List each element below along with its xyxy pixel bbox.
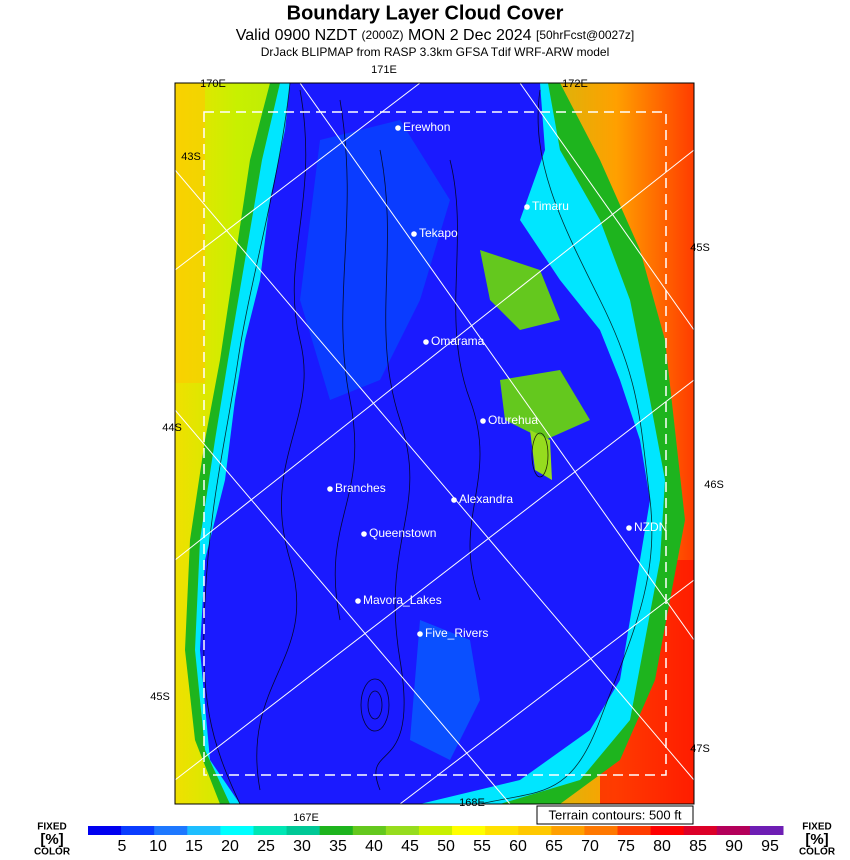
place-dot xyxy=(411,231,417,237)
place-label: Timaru xyxy=(532,199,569,213)
graticule-label: 46S xyxy=(704,479,724,491)
graticule-label: 45S xyxy=(150,691,170,703)
place-label: Queenstown xyxy=(369,526,436,540)
forecast: [50hrFcst@0027z] xyxy=(536,28,634,42)
title: Boundary Layer Cloud Cover xyxy=(287,2,564,24)
colorbar-swatch xyxy=(650,826,685,835)
place-label: Five_Rivers xyxy=(425,626,488,640)
colorbar-tick-label: 65 xyxy=(545,838,563,855)
colorbar-tick-label: 90 xyxy=(725,838,743,855)
colorbar-swatch xyxy=(154,826,188,835)
colorbar-swatch xyxy=(88,826,122,835)
graticule-label: 45S xyxy=(690,242,710,254)
subtitle: Valid 0900 NZDT (2000Z) MON 2 Dec 2024 [… xyxy=(236,27,634,44)
graticule-label: 172E xyxy=(562,78,588,90)
colorbar-swatch xyxy=(319,826,354,835)
domain-box xyxy=(203,111,667,776)
model-line: DrJack BLIPMAP from RASP 3.3km GFSA Tdif… xyxy=(261,45,610,59)
place-dot xyxy=(524,204,530,210)
graticule-label: 43S xyxy=(181,151,201,163)
place-label: Erewhon xyxy=(403,120,450,134)
place-label: Omarama xyxy=(431,334,485,348)
colorbar-tick-label: 55 xyxy=(473,838,491,855)
map-frame xyxy=(174,82,695,805)
date: MON 2 Dec 2024 xyxy=(408,27,532,44)
colorbar-tick-label: 75 xyxy=(617,838,635,855)
place-dot xyxy=(395,125,401,131)
place-dot xyxy=(451,497,457,503)
graticule xyxy=(175,83,694,804)
place-dot xyxy=(626,525,632,531)
contour-note: Terrain contours: 500 ft xyxy=(549,807,682,822)
place-dot xyxy=(327,486,333,492)
colorbar-swatch xyxy=(352,826,387,835)
valid: Valid 0900 NZDT xyxy=(236,27,358,44)
place-dot xyxy=(417,631,423,637)
place-dot xyxy=(423,339,429,345)
place-dot xyxy=(361,531,367,537)
colorbar-side-label: COLOR xyxy=(799,847,836,858)
graticule-label: 167E xyxy=(293,812,319,824)
graticule-label: 44S xyxy=(162,422,182,434)
colorbar-tick-label: 5 xyxy=(118,838,127,855)
colorbar-side-label: COLOR xyxy=(34,847,71,858)
colorbar-tick-label: 80 xyxy=(653,838,671,855)
colorbar-swatch xyxy=(749,826,784,835)
graticule-label: 47S xyxy=(690,743,710,755)
colorbar-side-label: [%] xyxy=(805,831,828,848)
utc: (2000Z) xyxy=(361,28,403,42)
colorbar-tick-label: 95 xyxy=(761,838,779,855)
graticule-label: 168E xyxy=(459,797,485,809)
colorbar-swatch xyxy=(485,826,519,835)
colorbar-swatch xyxy=(253,826,288,835)
place-label: Tekapo xyxy=(419,226,458,240)
map-field xyxy=(175,83,694,804)
colorbar-swatch xyxy=(121,826,155,835)
colorbar-tick-label: 85 xyxy=(689,838,707,855)
colorbar-swatch xyxy=(551,826,585,835)
colorbar-swatch xyxy=(385,826,420,835)
colorbar-tick-label: 70 xyxy=(581,838,599,855)
colorbar-side-label: FIXED xyxy=(37,822,66,833)
colorbar-swatch xyxy=(518,826,552,835)
colorbar-swatch xyxy=(452,826,486,835)
graticule-label: 171E xyxy=(371,64,397,76)
contour-note-box xyxy=(536,805,694,825)
colorbar-swatch xyxy=(220,826,254,835)
colorbar-swatch xyxy=(584,826,619,835)
place-label: Oturehua xyxy=(488,413,538,427)
colorbar-swatch xyxy=(683,826,718,835)
colorbar-swatch xyxy=(418,826,453,835)
place-dot xyxy=(480,418,486,424)
colorbar-swatch xyxy=(286,826,321,835)
place-label: NZDN xyxy=(634,520,667,534)
colorbar-tick-label: 60 xyxy=(509,838,527,855)
place-dot xyxy=(355,598,361,604)
colorbar-tick-label: 45 xyxy=(401,838,419,855)
place-label: Mavora_Lakes xyxy=(363,593,442,607)
graticule-label: 170E xyxy=(200,78,226,90)
colorbar-tick-label: 20 xyxy=(221,838,239,855)
colorbar-tick-label: 40 xyxy=(365,838,383,855)
colorbar-tick-label: 25 xyxy=(257,838,275,855)
colorbar-tick-label: 50 xyxy=(437,838,455,855)
colorbar-tick-label: 10 xyxy=(149,838,167,855)
colorbar-tick-label: 35 xyxy=(329,838,347,855)
colorbar-tick-label: 15 xyxy=(185,838,203,855)
colorbar-swatch xyxy=(187,826,221,835)
colorbar-swatch xyxy=(716,826,751,835)
place-label: Alexandra xyxy=(459,492,513,506)
colorbar-side-label: [%] xyxy=(40,831,63,848)
colorbar-swatch xyxy=(617,826,652,835)
colorbar-tick-label: 30 xyxy=(293,838,311,855)
place-label: Branches xyxy=(335,481,386,495)
colorbar-side-label: FIXED xyxy=(802,822,831,833)
